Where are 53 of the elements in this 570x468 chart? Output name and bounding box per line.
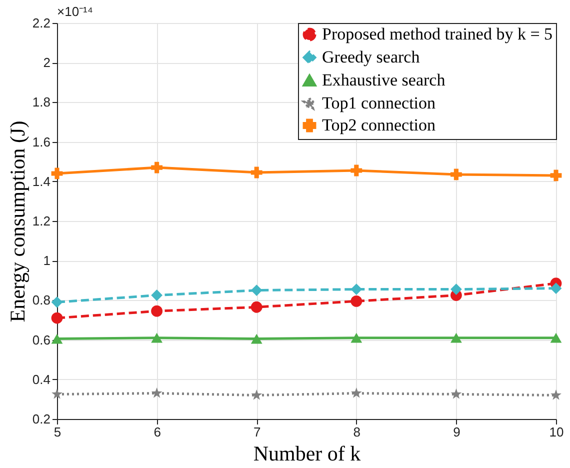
x-tick-label: 10 [549, 424, 564, 440]
point [151, 388, 162, 398]
x-axis-title: Number of k [253, 442, 362, 466]
point [350, 296, 362, 307]
point [51, 334, 63, 344]
y-tick-label: 1.8 [32, 94, 50, 110]
point [250, 334, 262, 344]
point [350, 332, 362, 343]
y-tick-label: 1.4 [32, 174, 50, 189]
text: ×10⁻¹⁴ [57, 4, 93, 19]
point [52, 388, 62, 399]
point [151, 305, 162, 317]
point [251, 390, 262, 400]
point [350, 284, 362, 296]
point [350, 164, 362, 176]
x-tick-label: 5 [54, 424, 62, 440]
point [550, 282, 562, 294]
y-tick-label: 1.2 [32, 214, 50, 228]
point [450, 332, 462, 343]
legend-label: Top2 connection [322, 116, 436, 134]
y-tick-label: 0.6 [32, 332, 50, 348]
point [350, 388, 362, 398]
x-tick-label: 9 [453, 424, 460, 440]
x-tick-label: 8 [353, 424, 361, 440]
point [550, 332, 562, 343]
point [250, 284, 262, 296]
y-tick-label: 1.6 [32, 134, 50, 150]
legend-label: Exhaustive search [322, 70, 446, 90]
point [550, 390, 562, 400]
point [250, 166, 262, 178]
y-tick-label: 1 [43, 253, 50, 268]
legend-label: Proposed method trained by k = 5 [322, 24, 553, 44]
y-tick-label: 2.2 [32, 16, 50, 30]
point [250, 301, 262, 313]
point [151, 332, 162, 343]
point [450, 284, 462, 296]
y-tick-label: 0.8 [32, 292, 50, 308]
point [51, 168, 63, 180]
legend-label: Greedy search [322, 48, 420, 66]
point [51, 312, 63, 324]
legend-label: Top1 connection [322, 94, 436, 112]
point [51, 296, 63, 308]
x-tick-label: 7 [253, 424, 261, 440]
point [450, 168, 462, 180]
x-tick-label: 6 [154, 424, 161, 440]
point [450, 388, 462, 399]
y-tick-label: 0.4 [32, 372, 50, 387]
y-tick-label: 2 [43, 55, 50, 70]
point [151, 162, 162, 174]
y-tick-label: 0.2 [32, 412, 50, 426]
point [151, 290, 162, 301]
point [550, 170, 562, 182]
y-axis-title: Energy consumption (J) [5, 120, 30, 322]
